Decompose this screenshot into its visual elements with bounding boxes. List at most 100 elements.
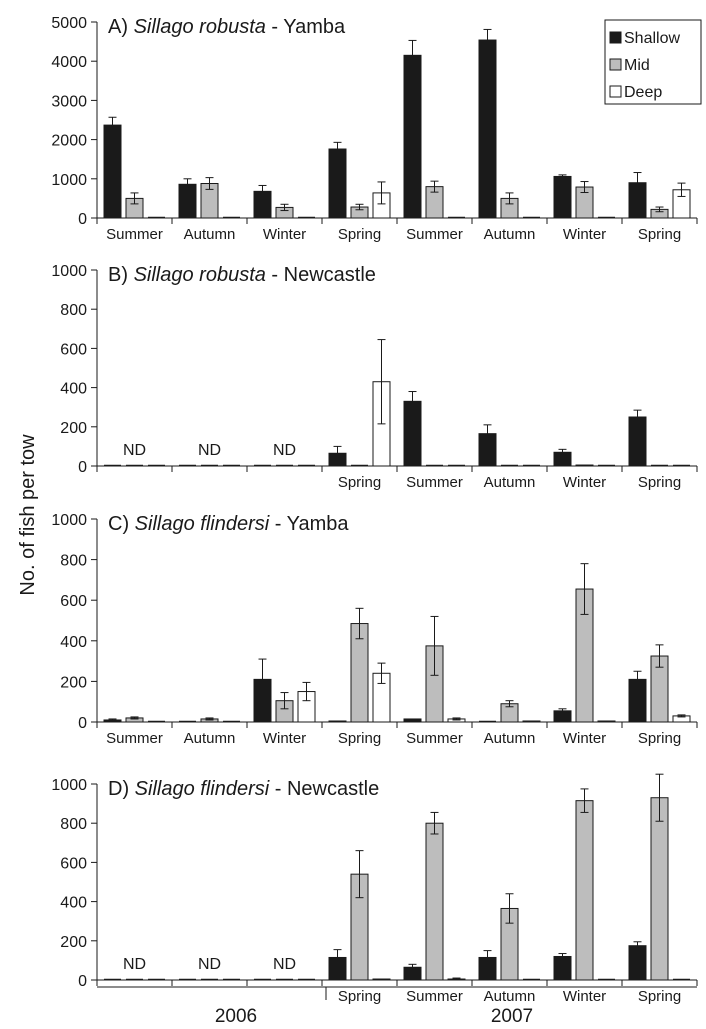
y-tick-label: 1000 <box>51 263 87 280</box>
nd-label: ND <box>273 956 296 973</box>
error-bar-shallow <box>333 141 342 157</box>
error-bar-deep <box>302 681 311 702</box>
error-bar-shallow <box>558 953 567 960</box>
x-category-label: Winter <box>263 226 306 243</box>
y-tick-label: 400 <box>60 895 87 912</box>
x-category-label: Autumn <box>484 988 536 1005</box>
y-tick-label: 800 <box>60 553 87 570</box>
x-category-label: Autumn <box>484 226 536 243</box>
y-tick-label: 200 <box>60 420 87 437</box>
error-bar-deep <box>377 339 386 425</box>
error-bar-shallow <box>333 445 342 461</box>
y-tick-label: 1000 <box>51 172 87 189</box>
error-bar-mid <box>505 700 514 708</box>
panel-title-species: Sillago flindersi <box>135 513 270 535</box>
bar-shallow <box>328 148 347 219</box>
x-category-label: Autumn <box>484 730 536 747</box>
error-bar-shallow <box>633 172 642 194</box>
y-tick-label: 4000 <box>51 54 87 71</box>
error-bar-shallow <box>108 116 117 134</box>
bar-shallow <box>328 720 347 723</box>
error-bar-shallow <box>633 670 642 688</box>
panel-title-prefix: A) <box>108 16 134 38</box>
nd-label: ND <box>273 442 296 459</box>
panel-title-species: Sillago robusta <box>134 264 266 286</box>
x-category-label: Autumn <box>484 474 536 491</box>
bar-shallow <box>478 39 497 219</box>
x-category-label: Spring <box>338 226 381 243</box>
bar-shallow <box>103 124 122 219</box>
y-tick-label: 800 <box>60 302 87 319</box>
y-tick-label: 400 <box>60 381 87 398</box>
y-tick-label: 0 <box>78 715 87 732</box>
error-bar-mid <box>130 192 139 205</box>
error-bar-shallow <box>558 448 567 456</box>
error-bar-shallow <box>258 658 267 701</box>
y-tick-label: 0 <box>78 973 87 990</box>
error-bar-mid <box>505 893 514 924</box>
panel-title: D) Sillago flindersi - Newcastle <box>108 778 379 800</box>
error-bar-mid <box>430 180 439 193</box>
bar-mid <box>575 800 594 981</box>
y-tick-label: 0 <box>78 211 87 228</box>
legend-swatch-shallow <box>609 31 622 44</box>
error-bar-mid <box>355 850 364 899</box>
error-bar-mid <box>655 644 664 668</box>
nd-label: ND <box>123 442 146 459</box>
error-bar-shallow <box>108 718 117 722</box>
x-category-label: Summer <box>106 730 163 747</box>
error-bar-deep <box>677 182 686 197</box>
y-tick-label: 200 <box>60 934 87 951</box>
x-category-label: Winter <box>563 730 606 747</box>
error-bar-shallow <box>408 391 417 412</box>
x-category-label: Spring <box>338 988 381 1005</box>
x-category-label: Summer <box>406 474 463 491</box>
x-category-label: Spring <box>638 730 681 747</box>
x-category-label: Autumn <box>184 730 236 747</box>
legend-label-shallow: Shallow <box>624 30 680 47</box>
y-tick-label: 3000 <box>51 93 87 110</box>
bar-mid <box>425 822 444 981</box>
error-bar-shallow <box>558 174 567 179</box>
x-category-label: Autumn <box>184 226 236 243</box>
y-tick-label: 1000 <box>51 777 87 794</box>
bar-deep <box>522 720 541 723</box>
nd-label: ND <box>123 956 146 973</box>
error-bar-shallow <box>183 178 192 191</box>
panel-a: A) Sillago robusta - Yamba 0 1000 2000 3000 4… <box>51 15 698 243</box>
y-tick-label: 600 <box>60 855 87 872</box>
panel-title: C) Sillago flindersi - Yamba <box>108 513 349 535</box>
x-category-label: Winter <box>563 226 606 243</box>
nd-label: ND <box>198 442 221 459</box>
y-tick-label: 1000 <box>51 512 87 529</box>
error-bar-mid <box>205 717 214 721</box>
year-label-2007: 2007 <box>491 1006 533 1027</box>
x-category-label: Summer <box>406 226 463 243</box>
panel-c: C) Sillago flindersi - Yamba 0 200 400 600 80… <box>51 512 698 747</box>
panel-title-suffix: - Newcastle <box>266 264 376 286</box>
bar-mid <box>650 797 669 981</box>
bar-mid <box>575 464 594 467</box>
panel-title: B) Sillago robusta - Newcastle <box>108 264 376 286</box>
error-bar-mid <box>130 716 139 720</box>
x-category-label: Winter <box>563 474 606 491</box>
panel-title-suffix: - Yamba <box>269 513 349 535</box>
panel-title-species: Sillago robusta <box>134 16 266 38</box>
panel-title-prefix: C) <box>108 513 135 535</box>
x-category-label: Spring <box>638 988 681 1005</box>
nd-label: ND <box>198 956 221 973</box>
x-category-label: Spring <box>338 730 381 747</box>
error-bar-shallow <box>408 39 417 71</box>
error-bar-mid <box>580 181 589 194</box>
y-tick-label: 5000 <box>51 15 87 32</box>
x-category-label: Winter <box>563 988 606 1005</box>
x-category-label: Summer <box>406 730 463 747</box>
legend-swatch-deep <box>609 85 622 98</box>
y-axis-label: No. of fish per tow <box>17 434 39 596</box>
y-tick-label: 200 <box>60 674 87 691</box>
x-category-label: Summer <box>406 988 463 1005</box>
bar-shallow <box>403 54 422 219</box>
x-category-label: Summer <box>106 226 163 243</box>
bar-shallow <box>628 945 647 981</box>
